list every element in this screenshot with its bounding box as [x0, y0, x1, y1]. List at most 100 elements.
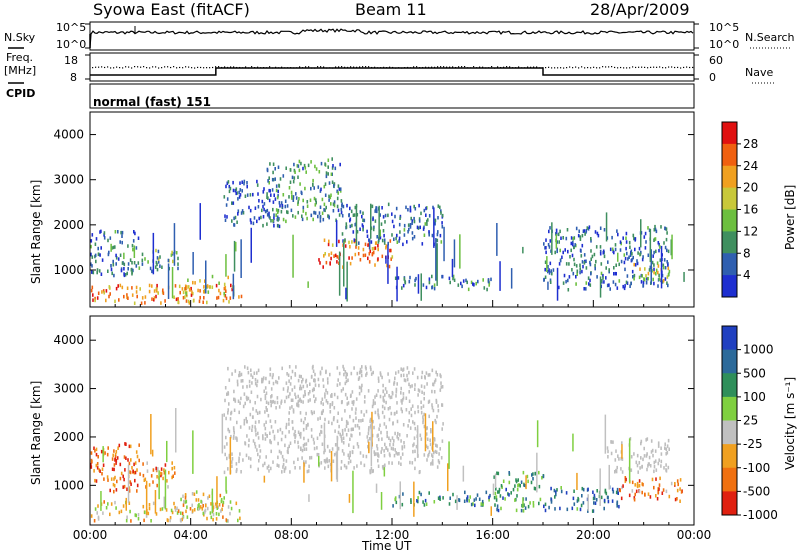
power-panel-streak: [453, 239, 456, 268]
velocity-panel-cell: [303, 442, 306, 447]
power-panel-cell: [353, 213, 356, 217]
velocity-panel-cell: [478, 497, 481, 501]
velocity-panel-cell: [266, 466, 269, 470]
velocity-panel-cell: [313, 387, 315, 392]
power-panel-cell: [467, 287, 470, 292]
velocity-panel-cell: [442, 496, 444, 500]
velocity-colorbar-swatch: [722, 373, 737, 398]
power-panel-cell: [634, 247, 636, 252]
velocity-panel-cell: [257, 467, 259, 472]
power-panel-streak: [499, 261, 501, 291]
power-panel-cell: [224, 218, 227, 222]
velocity-panel-cell: [138, 458, 140, 463]
velocity-panel-cell: [142, 462, 144, 466]
velocity-panel-cell: [538, 470, 540, 475]
velocity-panel-cell: [420, 384, 423, 388]
power-panel-cell: [249, 208, 252, 213]
velocity-colorbar-tick-label: -100: [743, 461, 770, 475]
power-panel-streak: [683, 272, 685, 282]
power-panel-cell: [236, 191, 238, 195]
velocity-panel-cell: [337, 378, 339, 382]
power-panel-cell: [602, 249, 605, 253]
power-panel-cell: [434, 218, 437, 223]
velocity-panel-cell: [516, 494, 518, 498]
velocity-panel-cell: [341, 439, 343, 443]
nave-dot: [446, 66, 448, 68]
power-panel-cell: [436, 238, 439, 243]
power-panel-cell: [556, 249, 558, 254]
nave-dot: [281, 66, 283, 68]
velocity-panel-cell: [352, 427, 354, 431]
velocity-panel-cell: [670, 481, 673, 486]
velocity-panel-cell: [223, 470, 226, 475]
power-panel-streak: [250, 227, 252, 263]
power-panel-cell: [423, 225, 425, 230]
power-panel-cell: [162, 291, 165, 295]
nave-dot: [644, 66, 646, 69]
velocity-panel-cell: [322, 409, 324, 413]
power-panel-cell: [570, 236, 573, 240]
velocity-panel-cell: [518, 483, 520, 487]
velocity-panel-cell: [633, 452, 635, 456]
velocity-panel-cell: [290, 398, 293, 402]
velocity-panel-cell: [355, 407, 357, 411]
velocity-panel-cell: [265, 406, 267, 410]
velocity-panel-cell: [302, 394, 305, 398]
velocity-panel-cell: [374, 395, 376, 399]
velocity-panel-cell: [228, 429, 231, 434]
power-panel-cell: [548, 229, 550, 234]
power-panel-cell: [653, 267, 655, 272]
power-panel-cell: [596, 275, 598, 279]
power-panel-cell: [223, 291, 225, 296]
velocity-panel-streak: [336, 436, 339, 482]
power-panel-cell: [394, 214, 396, 219]
power-panel-cell: [233, 223, 235, 227]
power-panel-cell: [320, 187, 322, 192]
velocity-panel-cell: [161, 507, 164, 511]
power-panel-cell: [277, 218, 279, 222]
power-panel-cell: [642, 280, 645, 285]
power-panel-cell: [119, 240, 121, 244]
velocity-panel-cell: [287, 450, 289, 455]
velocity-panel-cell: [452, 492, 454, 497]
nave-dot: [134, 66, 136, 68]
power-panel-cell: [297, 175, 299, 179]
velocity-panel-cell: [256, 383, 258, 388]
power-panel-cell: [374, 263, 376, 267]
velocity-panel-cell: [125, 442, 127, 446]
velocity-panel-cell: [414, 387, 416, 391]
velocity-panel-cell: [176, 511, 179, 515]
velocity-panel-cell: [527, 504, 530, 509]
velocity-panel-cell: [377, 413, 380, 418]
velocity-panel-cell: [267, 401, 270, 406]
power-panel-cell: [293, 176, 296, 180]
power-panel-cell: [552, 268, 555, 272]
nave-dot: [551, 67, 553, 69]
nave-dot: [458, 66, 460, 68]
velocity-panel-cell: [422, 415, 424, 419]
velocity-panel-cell: [500, 484, 503, 488]
power-panel-streak: [385, 255, 387, 264]
power-panel-cell: [318, 258, 320, 262]
power-panel-cell: [623, 253, 626, 257]
velocity-panel-cell: [226, 456, 228, 461]
velocity-panel-cell: [276, 463, 279, 467]
power-panel-cell: [574, 243, 576, 247]
power-panel-cell: [115, 262, 117, 266]
power-panel-cell: [250, 220, 252, 225]
power-panel-cell: [327, 214, 329, 218]
nave-dot: [464, 66, 466, 68]
velocity-panel-cell: [284, 434, 287, 439]
velocity-panel-cell: [381, 465, 384, 469]
velocity-panel-cell: [510, 491, 512, 495]
velocity-panel-cell: [534, 487, 537, 491]
power-panel-cell: [199, 279, 201, 283]
velocity-panel-cell: [496, 504, 499, 508]
velocity-panel-cell: [226, 392, 228, 396]
velocity-panel-cell: [270, 440, 272, 445]
power-panel-cell: [323, 238, 326, 242]
velocity-panel-cell: [129, 470, 132, 475]
power-panel-cell: [579, 270, 581, 275]
velocity-panel-cell: [137, 517, 140, 521]
nave-dot: [110, 67, 112, 69]
